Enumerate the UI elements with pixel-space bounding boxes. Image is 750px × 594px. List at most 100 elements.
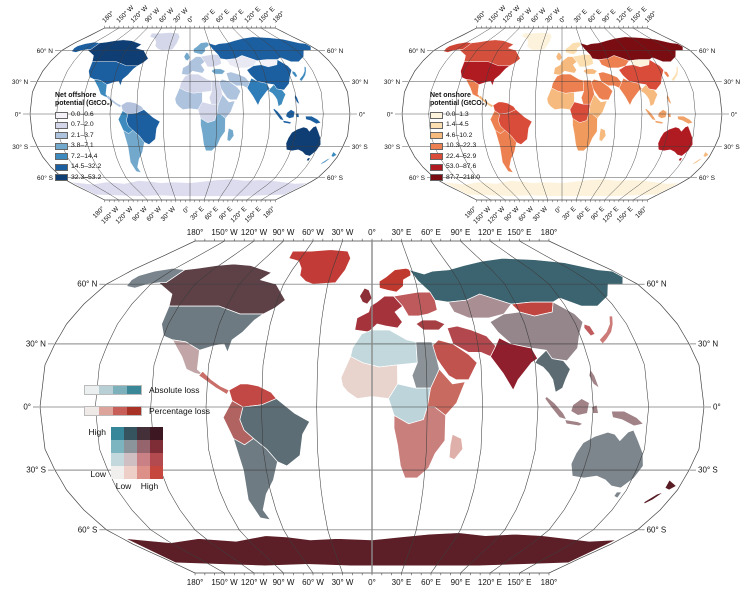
legend-swatch <box>430 163 443 171</box>
y-low-label: Low <box>90 469 106 479</box>
svg-text:30° W: 30° W <box>332 578 354 587</box>
legend-swatch <box>55 153 68 161</box>
svg-text:60° W: 60° W <box>302 578 324 587</box>
bivariate-cell <box>137 453 150 466</box>
legend-class-row: 7.2–14.4 <box>55 153 112 161</box>
legend-class-label: 2.1–3.7 <box>71 131 94 139</box>
legend-class-row: 53.0–87.6 <box>430 163 487 171</box>
svg-text:150° W: 150° W <box>211 228 238 237</box>
ramp-swatch <box>127 407 141 415</box>
svg-text:30° S: 30° S <box>352 143 369 151</box>
svg-text:60° S: 60° S <box>647 525 667 534</box>
svg-text:0°: 0° <box>731 111 738 119</box>
legend-class-label: 0.0–1.3 <box>446 110 469 118</box>
svg-text:30° E: 30° E <box>200 7 217 24</box>
bivariate-y-axis-labels: High Low <box>84 427 106 479</box>
absolute-loss-ramp <box>84 385 142 395</box>
legend-swatch <box>430 132 443 140</box>
bivariate-x-axis-labels: Low High <box>111 481 163 491</box>
svg-text:150° E: 150° E <box>507 228 531 237</box>
svg-text:60° E: 60° E <box>421 578 441 587</box>
offshore-legend: Net offshore potential (GtCO₂) 0.0–0.6 0… <box>55 92 112 182</box>
absolute-loss-label: Absolute loss <box>149 385 200 395</box>
svg-text:30° N: 30° N <box>12 78 29 86</box>
legend-class-label: 1.4–4.5 <box>446 121 469 129</box>
svg-text:0°: 0° <box>713 403 721 412</box>
regions-layer <box>124 249 677 567</box>
offshore-map-panel: 180° 180° 150° W 150° W 120° W 120° W 90° W 90°… <box>0 0 375 225</box>
svg-text:30° W: 30° W <box>332 228 354 237</box>
svg-text:60° S: 60° S <box>409 174 426 182</box>
y-high-label: High <box>88 427 106 437</box>
legend-swatch <box>55 132 68 140</box>
svg-text:150° E: 150° E <box>243 204 263 224</box>
legend-class-row: 0.0–0.6 <box>55 111 112 119</box>
svg-text:60° S: 60° S <box>37 174 54 182</box>
svg-text:60° N: 60° N <box>699 47 716 55</box>
svg-text:0°: 0° <box>553 204 563 214</box>
legend-class-label: 53.0–87.6 <box>446 163 477 171</box>
graticule-layer <box>23 25 357 203</box>
legend-swatch <box>55 163 68 171</box>
legend-class-row: 1.4–4.5 <box>430 121 487 129</box>
legend-class-row: 3.8–7.1 <box>55 142 112 150</box>
svg-text:30° N: 30° N <box>724 78 741 86</box>
bivariate-cell <box>111 440 124 453</box>
svg-text:0°: 0° <box>368 228 376 237</box>
bivariate-cell <box>150 453 163 466</box>
svg-text:0°: 0° <box>15 111 22 119</box>
top-row: 180° 180° 150° W 150° W 120° W 120° W 90° W 90°… <box>0 0 750 225</box>
legend-swatch <box>55 174 68 182</box>
svg-text:30° N: 30° N <box>352 78 369 86</box>
svg-text:120° E: 120° E <box>478 228 502 237</box>
bivariate-cell <box>137 466 150 479</box>
ramp-swatch <box>85 386 99 394</box>
svg-text:0°: 0° <box>558 14 568 24</box>
svg-text:30° S: 30° S <box>26 466 46 475</box>
offshore-legend-title: Net offshore potential (GtCO₂) <box>55 92 113 108</box>
svg-text:180°: 180° <box>634 204 649 219</box>
svg-text:30° S: 30° S <box>384 143 401 151</box>
x-low-label: Low <box>115 481 132 491</box>
svg-text:0°: 0° <box>387 111 394 119</box>
svg-text:180°: 180° <box>541 228 558 237</box>
legend-class-row: 0.0–1.3 <box>430 111 487 119</box>
svg-text:180°: 180° <box>187 228 204 237</box>
svg-text:60° N: 60° N <box>409 47 426 55</box>
legend-class-row: 32.3–53.2 <box>55 174 112 182</box>
ramp-swatch <box>85 407 99 415</box>
svg-text:30° E: 30° E <box>189 204 206 221</box>
bivariate-cell <box>150 466 163 479</box>
svg-text:180°: 180° <box>262 204 277 219</box>
svg-text:180°: 180° <box>541 578 558 587</box>
bivariate-cell <box>111 453 124 466</box>
legend-swatch <box>55 111 68 119</box>
loss-map-panel: 180° 180° 150° W 150° W 120° W 120° W 90° W 90°… <box>0 225 750 594</box>
onshore-map-panel: 180° 180° 150° W 150° W 120° W 120° W 90° W 90°… <box>375 0 750 225</box>
svg-text:30° S: 30° S <box>698 466 718 475</box>
legend-swatch <box>430 142 443 150</box>
legend-swatch <box>55 142 68 150</box>
svg-text:150° W: 150° W <box>211 578 238 587</box>
svg-text:90° E: 90° E <box>600 7 617 24</box>
svg-text:30° W: 30° W <box>159 204 178 223</box>
svg-text:60° S: 60° S <box>699 174 716 182</box>
svg-text:90° E: 90° E <box>228 7 245 24</box>
svg-text:30° E: 30° E <box>392 578 412 587</box>
svg-text:60° N: 60° N <box>77 280 97 289</box>
legend-class-row: 0.7–2.0 <box>55 121 112 129</box>
legend-class-row: 2.1–3.7 <box>55 132 112 140</box>
legend-class-label: 0.7–2.0 <box>71 121 94 129</box>
svg-text:180°: 180° <box>472 9 487 24</box>
svg-text:30° N: 30° N <box>698 339 718 348</box>
svg-text:150° E: 150° E <box>615 204 635 224</box>
regions-layer <box>70 32 337 197</box>
svg-text:0°: 0° <box>181 204 191 214</box>
graticule-layer <box>395 25 729 203</box>
svg-text:30° E: 30° E <box>392 228 412 237</box>
